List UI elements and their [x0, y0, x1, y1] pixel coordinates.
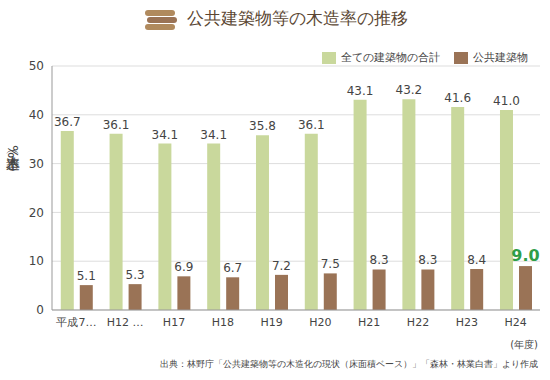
svg-text:34.1: 34.1	[152, 128, 179, 142]
svg-text:平成7…: 平成7…	[56, 316, 96, 329]
svg-text:5.1: 5.1	[77, 269, 96, 283]
svg-text:H22: H22	[407, 316, 429, 329]
html-text:出典：林野庁「公共建築物等の木造化の現状（床面積ベース）」「: 出典：林野庁「公共建築物等の木造化の現状（床面積ベース）」「森林・林業白書」より…	[160, 359, 538, 369]
svg-text:H21: H21	[358, 316, 380, 329]
svg-text:43.1: 43.1	[347, 84, 374, 98]
html-text:木造率（%）: 木造率（%）	[5, 145, 21, 159]
svg-text:36.1: 36.1	[103, 118, 130, 132]
svg-text:0: 0	[36, 303, 44, 317]
svg-text:41.0: 41.0	[493, 94, 520, 108]
svg-text:9.0: 9.0	[511, 246, 539, 265]
html-text:公共建築物: 公共建築物	[473, 51, 528, 64]
svg-text:36.1: 36.1	[298, 118, 325, 132]
svg-text:5.3: 5.3	[126, 268, 145, 282]
svg-text:43.2: 43.2	[396, 83, 423, 97]
svg-text:20: 20	[29, 206, 44, 220]
svg-text:H19: H19	[260, 316, 282, 329]
svg-text:34.1: 34.1	[200, 128, 227, 142]
svg-text:6.9: 6.9	[174, 260, 193, 274]
svg-text:41.6: 41.6	[444, 91, 471, 105]
svg-text:8.3: 8.3	[370, 253, 389, 267]
svg-text:H12 …: H12 …	[107, 316, 144, 329]
svg-text:35.8: 35.8	[249, 119, 276, 133]
svg-text:H18: H18	[212, 316, 234, 329]
svg-text:H20: H20	[309, 316, 331, 329]
svg-text:H17: H17	[163, 316, 185, 329]
svg-text:10: 10	[29, 254, 44, 268]
svg-text:36.7: 36.7	[54, 115, 81, 129]
svg-text:(年度): (年度)	[510, 339, 538, 350]
svg-text:50: 50	[29, 59, 44, 73]
svg-text:H23: H23	[456, 316, 478, 329]
svg-text:7.5: 7.5	[321, 257, 340, 271]
svg-text:6.7: 6.7	[223, 261, 242, 275]
svg-text:30: 30	[29, 157, 44, 171]
html-text:公共建築物等の木造率の推移: 公共建築物等の木造率の推移	[186, 7, 408, 28]
svg-text:8.4: 8.4	[467, 253, 486, 267]
svg-text:H24: H24	[504, 316, 526, 329]
html-text:全ての建築物の合計: 全ての建築物の合計	[341, 51, 440, 64]
svg-text:7.2: 7.2	[272, 259, 291, 273]
svg-text:40: 40	[29, 108, 44, 122]
svg-text:8.3: 8.3	[418, 253, 437, 267]
